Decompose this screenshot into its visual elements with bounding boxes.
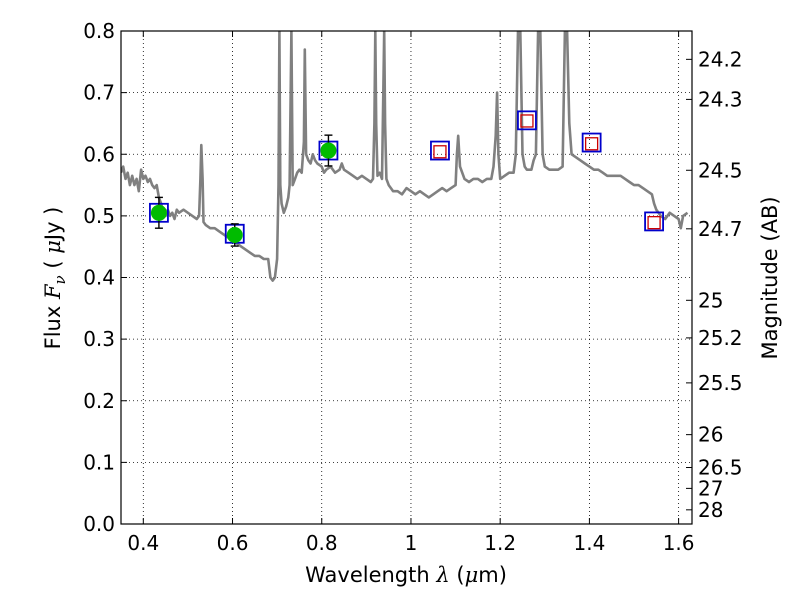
y-tick-label: 0.6	[83, 142, 115, 166]
y2-tick-label: 24.7	[698, 217, 743, 241]
y-tick-label: 0.3	[83, 327, 115, 351]
y2-tick-label: 25	[698, 288, 723, 312]
observed-photometry-point	[150, 204, 167, 221]
model-photometry-square	[644, 211, 664, 232]
y2-tick-label: 26	[698, 423, 723, 447]
y2-tick-label: 28	[698, 498, 723, 522]
x-tick-label: 1	[405, 531, 418, 555]
x-tick-label: 1.2	[484, 531, 516, 555]
model-photometry-square	[517, 110, 537, 131]
plot-frame	[120, 30, 693, 525]
y-tick-label: 0.5	[83, 204, 115, 228]
x-tick-label: 0.6	[217, 531, 249, 555]
x-tick-label: 1.6	[663, 531, 695, 555]
data-series	[121, 31, 689, 282]
y-tick-label: 0.1	[83, 450, 115, 474]
y2-tick-label: 24.2	[698, 47, 743, 71]
y-tick-labels: 0.0 0.1 0.2 0.3 0.4 0.5 0.6 0.7 0.8	[83, 19, 115, 536]
x-tick-label: 1.4	[573, 531, 605, 555]
y-tick-label: 0.7	[83, 81, 115, 105]
y2-tick-label: 24.3	[698, 87, 743, 111]
model-spectrum-line	[121, 31, 689, 282]
y2-axis-label: Magnitude (AB)	[758, 196, 782, 359]
x-tick-label: 0.8	[306, 531, 338, 555]
y2-tick-label: 26.5	[698, 455, 743, 479]
y-tick-label: 0.8	[83, 19, 115, 43]
x-tick-label: 0.4	[127, 531, 159, 555]
y2-tick-label: 27	[698, 476, 723, 500]
upper-limit-square	[647, 216, 661, 230]
y-tick-label: 0.4	[83, 266, 115, 290]
y2-tick-label: 25.2	[698, 326, 743, 350]
y2-tick-label: 24.5	[698, 158, 743, 182]
y2-tick-label: 25.5	[698, 371, 743, 395]
x-tick-labels: 0.4 0.6 0.8 1 1.2 1.4 1.6	[127, 531, 694, 555]
y-tick-label: 0.2	[83, 389, 115, 413]
x-axis-label: Wavelength λ (μm)	[305, 563, 507, 587]
upper-limit-square	[433, 145, 447, 159]
model-photometry-square	[581, 132, 602, 153]
y-tick-label: 0.0	[83, 512, 115, 536]
upper-limit-square	[584, 137, 599, 151]
observed-photometry-point	[226, 226, 243, 243]
observed-photometry-point	[320, 142, 337, 159]
model-photometry-square	[430, 140, 450, 161]
y-axis-label: Flux Fν ( μJy )	[41, 207, 69, 350]
upper-limit-square	[520, 114, 534, 128]
